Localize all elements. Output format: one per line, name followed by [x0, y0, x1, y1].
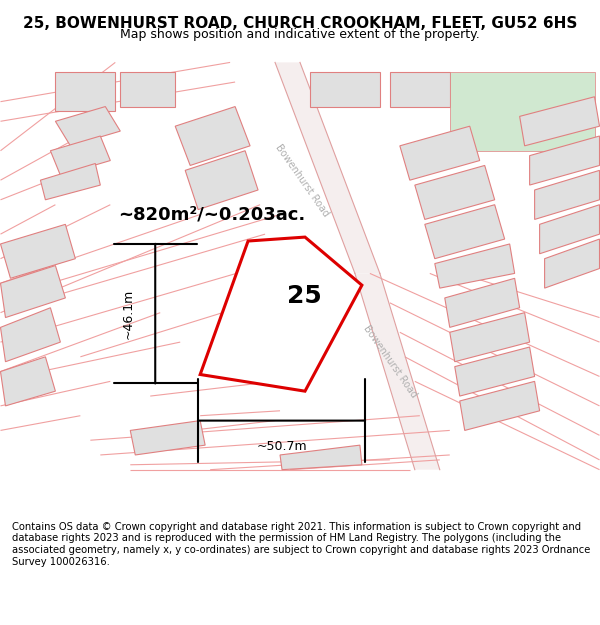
- Polygon shape: [185, 151, 258, 209]
- Polygon shape: [535, 171, 599, 219]
- Polygon shape: [1, 308, 61, 362]
- Polygon shape: [415, 166, 494, 219]
- Polygon shape: [400, 126, 480, 180]
- Polygon shape: [1, 266, 65, 318]
- Polygon shape: [275, 62, 380, 273]
- Polygon shape: [40, 164, 100, 200]
- Polygon shape: [450, 312, 530, 362]
- Polygon shape: [450, 72, 595, 151]
- Text: 25: 25: [287, 284, 322, 308]
- Text: Bowenhurst Road: Bowenhurst Road: [361, 324, 419, 400]
- Text: Contains OS data © Crown copyright and database right 2021. This information is : Contains OS data © Crown copyright and d…: [12, 522, 590, 567]
- Polygon shape: [175, 107, 250, 166]
- Polygon shape: [55, 107, 120, 146]
- Polygon shape: [435, 244, 515, 288]
- Text: Bowenhurst Road: Bowenhurst Road: [273, 142, 331, 218]
- Polygon shape: [310, 72, 380, 107]
- Polygon shape: [545, 239, 599, 288]
- Text: ~820m²/~0.203ac.: ~820m²/~0.203ac.: [118, 206, 305, 224]
- Polygon shape: [200, 237, 362, 391]
- Polygon shape: [445, 278, 520, 328]
- Polygon shape: [455, 347, 535, 396]
- Text: Map shows position and indicative extent of the property.: Map shows position and indicative extent…: [120, 28, 480, 41]
- Polygon shape: [425, 205, 505, 259]
- Polygon shape: [50, 136, 110, 175]
- Polygon shape: [460, 77, 590, 146]
- Text: ~46.1m: ~46.1m: [122, 289, 135, 339]
- Polygon shape: [1, 224, 76, 278]
- Polygon shape: [355, 273, 440, 469]
- Polygon shape: [520, 97, 599, 146]
- Text: 25, BOWENHURST ROAD, CHURCH CROOKHAM, FLEET, GU52 6HS: 25, BOWENHURST ROAD, CHURCH CROOKHAM, FL…: [23, 16, 577, 31]
- Polygon shape: [390, 72, 450, 107]
- Text: ~50.7m: ~50.7m: [256, 440, 307, 453]
- Polygon shape: [120, 72, 175, 107]
- Polygon shape: [130, 421, 205, 455]
- Polygon shape: [539, 205, 599, 254]
- Polygon shape: [1, 357, 55, 406]
- Polygon shape: [55, 72, 115, 111]
- Polygon shape: [460, 381, 539, 431]
- Polygon shape: [530, 136, 599, 185]
- Polygon shape: [280, 445, 362, 469]
